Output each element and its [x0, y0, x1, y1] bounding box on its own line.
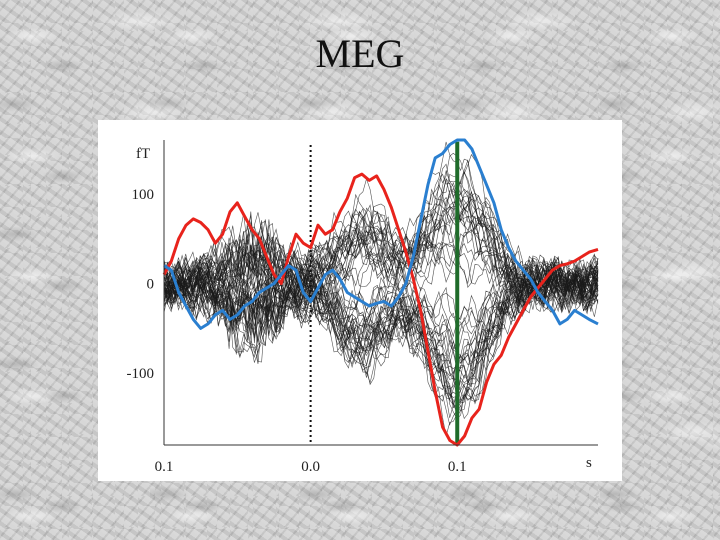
channel-trace [163, 261, 599, 418]
y-axis-unit-label: fT [136, 146, 150, 162]
x-tick-label: 0.1 [448, 459, 467, 475]
x-axis-unit-label: s [586, 455, 592, 471]
channel-trace [163, 178, 599, 309]
channel-trace [163, 243, 599, 311]
meg-chart-panel: fT s 100 0 -100 0.1 0.0 0.1 [98, 120, 622, 481]
channel-trace [163, 255, 599, 370]
channel-trace [163, 266, 599, 410]
meg-butterfly-plot: fT s 100 0 -100 0.1 0.0 0.1 [127, 138, 599, 475]
channel-trace [163, 141, 599, 299]
channel-trace [163, 244, 599, 312]
channel-trace [163, 259, 599, 426]
channel-trace [163, 190, 599, 314]
blue-trace [163, 138, 599, 330]
channel-trace [163, 265, 599, 437]
y-tick-label: -100 [127, 366, 155, 382]
y-tick-label: 0 [147, 277, 155, 293]
x-tick-label: 0.1 [155, 459, 174, 475]
channel-trace [163, 205, 599, 298]
axis-ticks: 100 0 -100 0.1 0.0 0.1 [127, 187, 467, 475]
y-tick-label: 100 [132, 187, 155, 203]
channel-trace [163, 264, 599, 403]
red-trace [162, 172, 599, 447]
x-tick-label: 0.0 [301, 459, 320, 475]
channel-trace [163, 187, 599, 317]
channel-trace [163, 152, 599, 304]
highlight-traces [162, 138, 599, 447]
slide-title: MEG [315, 31, 405, 76]
